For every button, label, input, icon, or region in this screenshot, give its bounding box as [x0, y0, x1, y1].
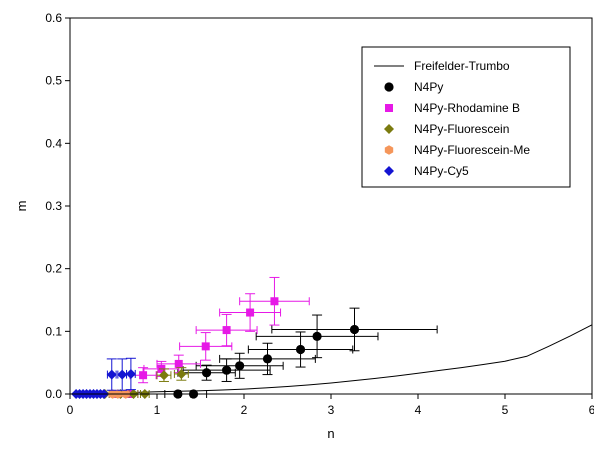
legend-label-n4py-cy5: N4Py-Cy5 — [414, 164, 469, 178]
y-tick-label: 0.0 — [45, 387, 62, 401]
data-point — [201, 368, 212, 378]
legend-label-freifelder-trumbo: Freifelder-Trumbo — [414, 59, 510, 73]
legend-label-n4py-fluorescein-me: N4Py-Fluorescein-Me — [414, 143, 530, 157]
series-n4py-cy5 — [71, 357, 136, 399]
y-tick-label: 0.2 — [45, 262, 62, 276]
data-point — [262, 354, 273, 364]
legend-swatch-n4py-fluorescein-me — [384, 145, 394, 155]
data-point — [222, 326, 231, 335]
data-point — [139, 371, 148, 380]
y-tick-label: 0.4 — [45, 136, 62, 150]
series-line-freifelder-trumbo — [70, 324, 592, 395]
legend-label-n4py: N4Py — [414, 80, 443, 94]
data-point — [174, 359, 183, 368]
legend-box — [361, 46, 571, 188]
data-point — [349, 324, 360, 335]
data-point — [158, 370, 169, 381]
legend-swatch-n4py-fluorescein — [384, 124, 394, 134]
data-point — [246, 308, 255, 317]
x-tick-label: 3 — [328, 403, 335, 417]
x-tick-label: 5 — [502, 403, 509, 417]
series-freifelder-trumbo — [70, 324, 592, 395]
data-point — [295, 344, 306, 355]
data-point — [235, 361, 245, 371]
y-tick-label: 0.3 — [45, 199, 62, 213]
legend: Freifelder-Trumbo N4Py N4Py-Rhodamine B N4P… — [361, 46, 571, 188]
data-point — [270, 297, 279, 306]
x-tick-label: 6 — [589, 403, 594, 417]
legend-label-n4py-fluorescein: N4Py-Fluorescein — [414, 122, 509, 136]
legend-label-n4py-rhodamine-b: N4Py-Rhodamine B — [414, 101, 520, 115]
x-tick-label: 1 — [154, 403, 161, 417]
y-axis-title: m — [14, 201, 29, 212]
data-point — [176, 368, 187, 379]
data-point — [125, 368, 136, 379]
data-point — [201, 342, 210, 351]
x-tick-label: 0 — [67, 403, 74, 417]
data-point — [106, 369, 117, 380]
legend-swatch-n4py — [384, 82, 394, 92]
x-tick-label: 2 — [241, 403, 248, 417]
data-point — [222, 365, 232, 375]
axis-ticks: 0 1 2 3 4 5 6 0.0 0.1 0.2 0.3 0.4 0.5 0.6 — [45, 11, 594, 417]
data-point — [312, 331, 322, 341]
x-axis-title: n — [327, 426, 334, 441]
y-tick-label: 0.5 — [45, 74, 62, 88]
y-tick-label: 0.1 — [45, 324, 62, 338]
legend-swatch-n4py-cy5 — [384, 166, 394, 176]
x-tick-label: 4 — [415, 403, 422, 417]
y-tick-label: 0.6 — [45, 11, 62, 25]
legend-swatch-n4py-rhodamine-b — [385, 104, 393, 112]
data-point — [117, 369, 128, 380]
